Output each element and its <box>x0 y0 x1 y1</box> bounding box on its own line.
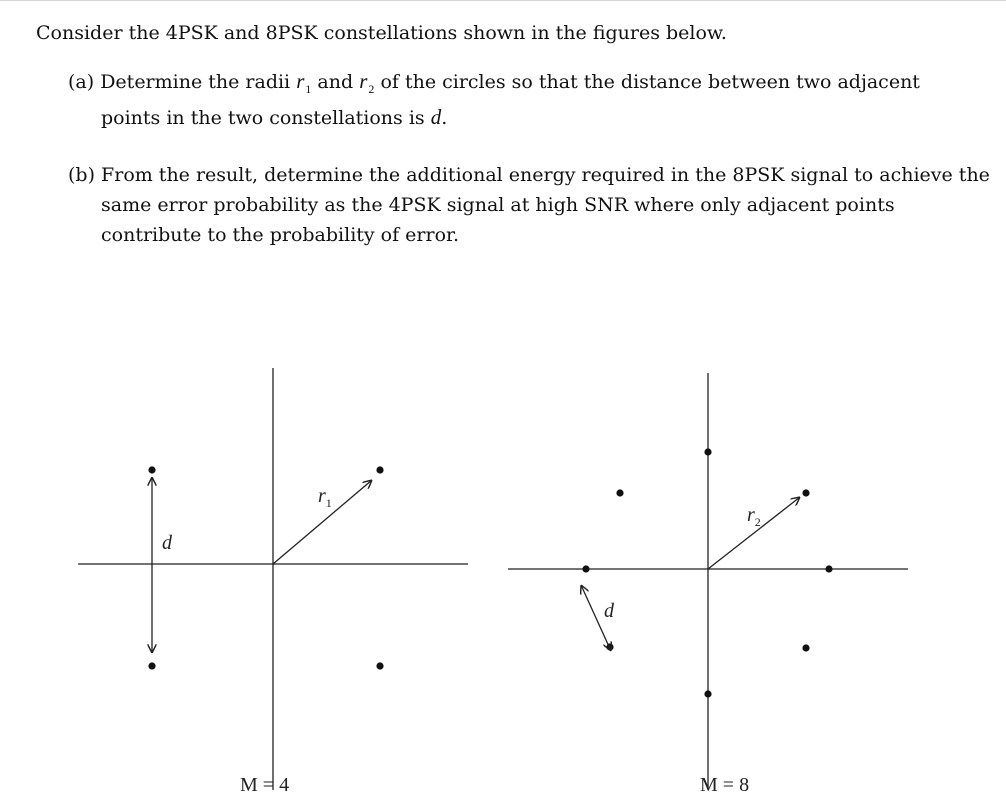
m4-caption: M = 4 <box>240 774 289 796</box>
m4-radius-label: r1 <box>318 485 332 510</box>
problem-intro: Consider the 4PSK and 8PSK constellation… <box>36 22 727 44</box>
part-b-text-1: From the result, determine the additiona… <box>101 164 990 186</box>
m8-radius-label: r2 <box>747 504 761 529</box>
figure-8psk: r2 d M = 8 <box>508 373 908 796</box>
m8-distance-label: d <box>604 600 615 622</box>
figure-4psk: r1 d M = 4 <box>78 368 468 796</box>
top-divider <box>0 0 1006 1</box>
part-b-line-1: (b) From the result, determine the addit… <box>68 162 990 188</box>
r1-symbol: r1 <box>296 69 312 96</box>
r2-symbol: r2 <box>359 69 375 96</box>
m8-point-0 <box>825 565 833 573</box>
m4-point-q3 <box>148 662 156 670</box>
m4-point-q2 <box>148 466 156 474</box>
part-a-line-2: points in the two constellations is d. <box>101 104 447 131</box>
m4-point-q4 <box>376 662 384 670</box>
m4-radius-arrow <box>272 480 372 565</box>
part-b-line-3: contribute to the probability of error. <box>101 224 460 246</box>
m8-point-6 <box>704 690 712 698</box>
m8-point-4 <box>582 565 590 573</box>
part-a-line-1: (a) Determine the radii r1 and r2 of the… <box>68 68 920 97</box>
part-a-period: . <box>441 107 448 129</box>
m8-distance-arrow <box>581 585 611 651</box>
m8-point-3 <box>616 489 624 497</box>
m8-point-2 <box>704 448 712 456</box>
part-a-text-1: Determine the radii <box>100 71 291 93</box>
part-a-text-2: of the circles so that the distance betw… <box>380 71 920 93</box>
m4-point-q1 <box>376 466 384 474</box>
part-b-label: (b) <box>68 164 95 186</box>
m8-point-1 <box>802 489 810 497</box>
m4-distance-label: d <box>162 532 173 554</box>
d-symbol: d <box>430 105 442 129</box>
m8-radius-arrow <box>707 497 800 570</box>
part-a-and: and <box>317 71 354 93</box>
part-a-text-3: points in the two constellations is <box>101 107 425 129</box>
m8-caption: M = 8 <box>700 774 749 796</box>
m8-point-7 <box>802 644 810 652</box>
part-b-line-2: same error probability as the 4PSK signa… <box>101 194 895 216</box>
part-a-label: (a) <box>68 71 95 93</box>
